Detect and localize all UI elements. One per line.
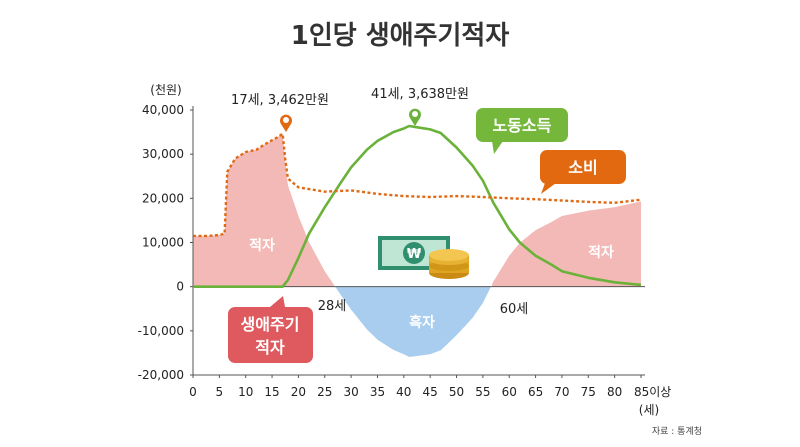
x-tick-label: 75 — [581, 385, 596, 399]
peak-consumption-label: 17세, 3,462만원 — [231, 93, 329, 108]
income-line — [193, 124, 642, 288]
y-tick-label: 20,000 — [142, 191, 184, 205]
x-tick-label: 55 — [475, 385, 490, 399]
y-tick-label: -20,000 — [138, 368, 184, 382]
y-tick-label: 30,000 — [142, 147, 184, 161]
chart-title: 1인당 생애주기적자 — [291, 21, 510, 51]
x-tick-label: 70 — [554, 385, 569, 399]
y-tick-label: 40,000 — [142, 103, 184, 117]
peak-consumption-marker — [280, 114, 293, 132]
x-tick-label: 10 — [238, 385, 253, 399]
y-tick-label: -10,000 — [138, 324, 184, 338]
x-tick-label: 15 — [264, 385, 279, 399]
coin-stack-icon — [429, 249, 469, 279]
x-tick-label: 20 — [291, 385, 306, 399]
cross-end-label: 60세 — [500, 302, 529, 317]
x-tick-label: 65 — [528, 385, 543, 399]
x-tick-label: 60 — [502, 385, 517, 399]
income-badge: 노동소득 — [476, 108, 568, 154]
x-tick-label: 50 — [449, 385, 464, 399]
source-note: 자료 : 통계청 — [652, 425, 702, 437]
x-tick-label: 5 — [216, 385, 224, 399]
x-tick-label: 85이상 — [634, 385, 671, 399]
peak-income-label: 41세, 3,638만원 — [371, 87, 469, 102]
surplus-label: 흑자 — [409, 314, 435, 331]
peak-income-marker — [409, 108, 421, 126]
surplus-area — [335, 286, 491, 357]
consumption-badge-text: 소비 — [568, 158, 597, 177]
deficit-left-label: 적자 — [249, 237, 275, 254]
x-tick-label: 35 — [370, 385, 385, 399]
consumption-line — [193, 132, 642, 238]
deficit-area — [193, 133, 334, 287]
income-badge-text: 노동소득 — [493, 116, 552, 135]
x-tick-label: 45 — [423, 385, 438, 399]
lifecycle-deficit-badge: 생애주기 적자 — [228, 296, 313, 363]
consumption-badge: 소비 — [540, 150, 626, 194]
x-tick-label: 30 — [343, 385, 358, 399]
x-tick-label: 25 — [317, 385, 332, 399]
deficit-area — [492, 201, 641, 287]
deficit-right-label: 적자 — [588, 244, 614, 261]
y-tick-label: 0 — [176, 280, 184, 294]
y-axis-unit: (천원) — [150, 82, 181, 97]
series-lines — [193, 124, 642, 288]
x-tick-label: 40 — [396, 385, 411, 399]
x-tick-label: 80 — [607, 385, 622, 399]
money-illustration: ₩ — [378, 236, 469, 279]
lifecycle-badge-line2: 적자 — [255, 338, 285, 357]
cross-start-label: 28세 — [318, 299, 347, 314]
lifecycle-badge-line1: 생애주기 — [241, 315, 300, 334]
svg-text:₩: ₩ — [407, 247, 422, 262]
x-axis-unit: (세) — [639, 403, 659, 417]
x-tick-label: 0 — [189, 385, 197, 399]
won-icon — [403, 242, 425, 264]
y-tick-label: 10,000 — [142, 236, 184, 250]
